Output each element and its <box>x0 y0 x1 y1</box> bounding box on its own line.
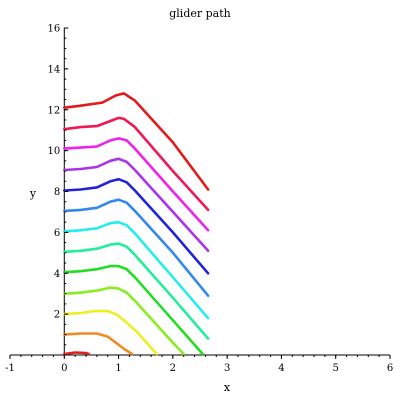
x-tick-label: 1 <box>115 363 121 374</box>
series-line-5 <box>63 177 210 275</box>
y-tick-label: 10 <box>48 146 61 157</box>
series-line-10 <box>63 286 185 356</box>
x-tick-label: 4 <box>278 363 284 374</box>
x-tick-label: 3 <box>224 363 230 374</box>
series-line-4 <box>63 157 210 253</box>
series-layer <box>63 92 210 356</box>
series-line-8 <box>63 242 210 340</box>
y-tick-label: 14 <box>48 64 61 75</box>
y-tick-label: 4 <box>54 269 60 280</box>
series-line-13 <box>63 351 90 356</box>
series-line-1 <box>63 92 210 191</box>
x-tick-label: -1 <box>5 363 15 374</box>
chart-title: glider path <box>169 7 231 20</box>
x-tick-label: 2 <box>170 363 176 374</box>
series-line-6 <box>63 198 210 298</box>
series-line-11 <box>63 309 158 356</box>
y-axis-label: y <box>29 187 37 200</box>
series-line-2 <box>63 116 210 212</box>
y-tick-label: 2 <box>54 310 60 321</box>
y-tick-label: 8 <box>54 187 60 198</box>
x-tick-label: 0 <box>61 363 67 374</box>
x-tick-label: 5 <box>333 363 339 374</box>
x-axis-label: x <box>224 381 231 394</box>
y-tick-label: 6 <box>54 228 60 239</box>
series-line-3 <box>63 137 210 232</box>
x-tick-label: 6 <box>387 363 393 374</box>
y-tick-label: 12 <box>48 105 61 116</box>
y-tick-label: 16 <box>48 24 61 35</box>
series-line-9 <box>63 264 204 356</box>
series-line-12 <box>63 332 134 356</box>
series-line-7 <box>63 220 210 320</box>
